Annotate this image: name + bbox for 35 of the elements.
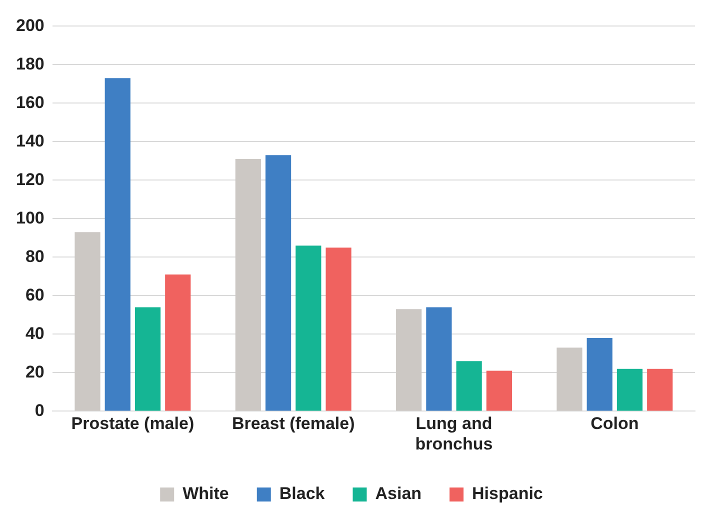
bar xyxy=(326,248,352,411)
bar xyxy=(165,274,191,411)
y-tick-label: 180 xyxy=(16,54,44,74)
x-tick-label: Lung and bronchus xyxy=(415,414,493,454)
y-tick-label: 60 xyxy=(25,285,44,304)
y-tick-label: 80 xyxy=(25,246,44,266)
bar xyxy=(586,338,612,411)
y-tick-label: 200 xyxy=(16,16,44,35)
bar xyxy=(104,78,130,411)
legend-label: Hispanic xyxy=(472,484,543,504)
bar xyxy=(265,155,292,411)
bar xyxy=(426,307,452,411)
x-tick-label: Breast (female) xyxy=(232,414,355,434)
y-tick-label: 20 xyxy=(25,362,44,382)
bar xyxy=(396,309,422,411)
y-tick-label: 120 xyxy=(16,170,44,189)
bar xyxy=(134,307,161,411)
legend-label: White xyxy=(182,484,229,504)
y-tick-label: 40 xyxy=(25,324,44,343)
bar xyxy=(616,368,643,411)
bar xyxy=(647,368,673,411)
y-tick-label: 100 xyxy=(16,208,44,228)
bar xyxy=(74,232,100,411)
bar xyxy=(456,361,482,411)
x-tick-label: Colon xyxy=(590,414,639,434)
bar xyxy=(556,348,582,411)
bar xyxy=(296,246,322,411)
y-tick-label: 0 xyxy=(34,400,44,420)
y-tick-label: 140 xyxy=(16,131,44,150)
x-tick-label: Prostate (male) xyxy=(71,414,194,434)
legend-label: Asian xyxy=(375,484,422,504)
bar xyxy=(235,159,261,411)
legend-label: Black xyxy=(279,484,326,504)
bar xyxy=(486,370,512,411)
y-tick-label: 160 xyxy=(16,92,44,112)
